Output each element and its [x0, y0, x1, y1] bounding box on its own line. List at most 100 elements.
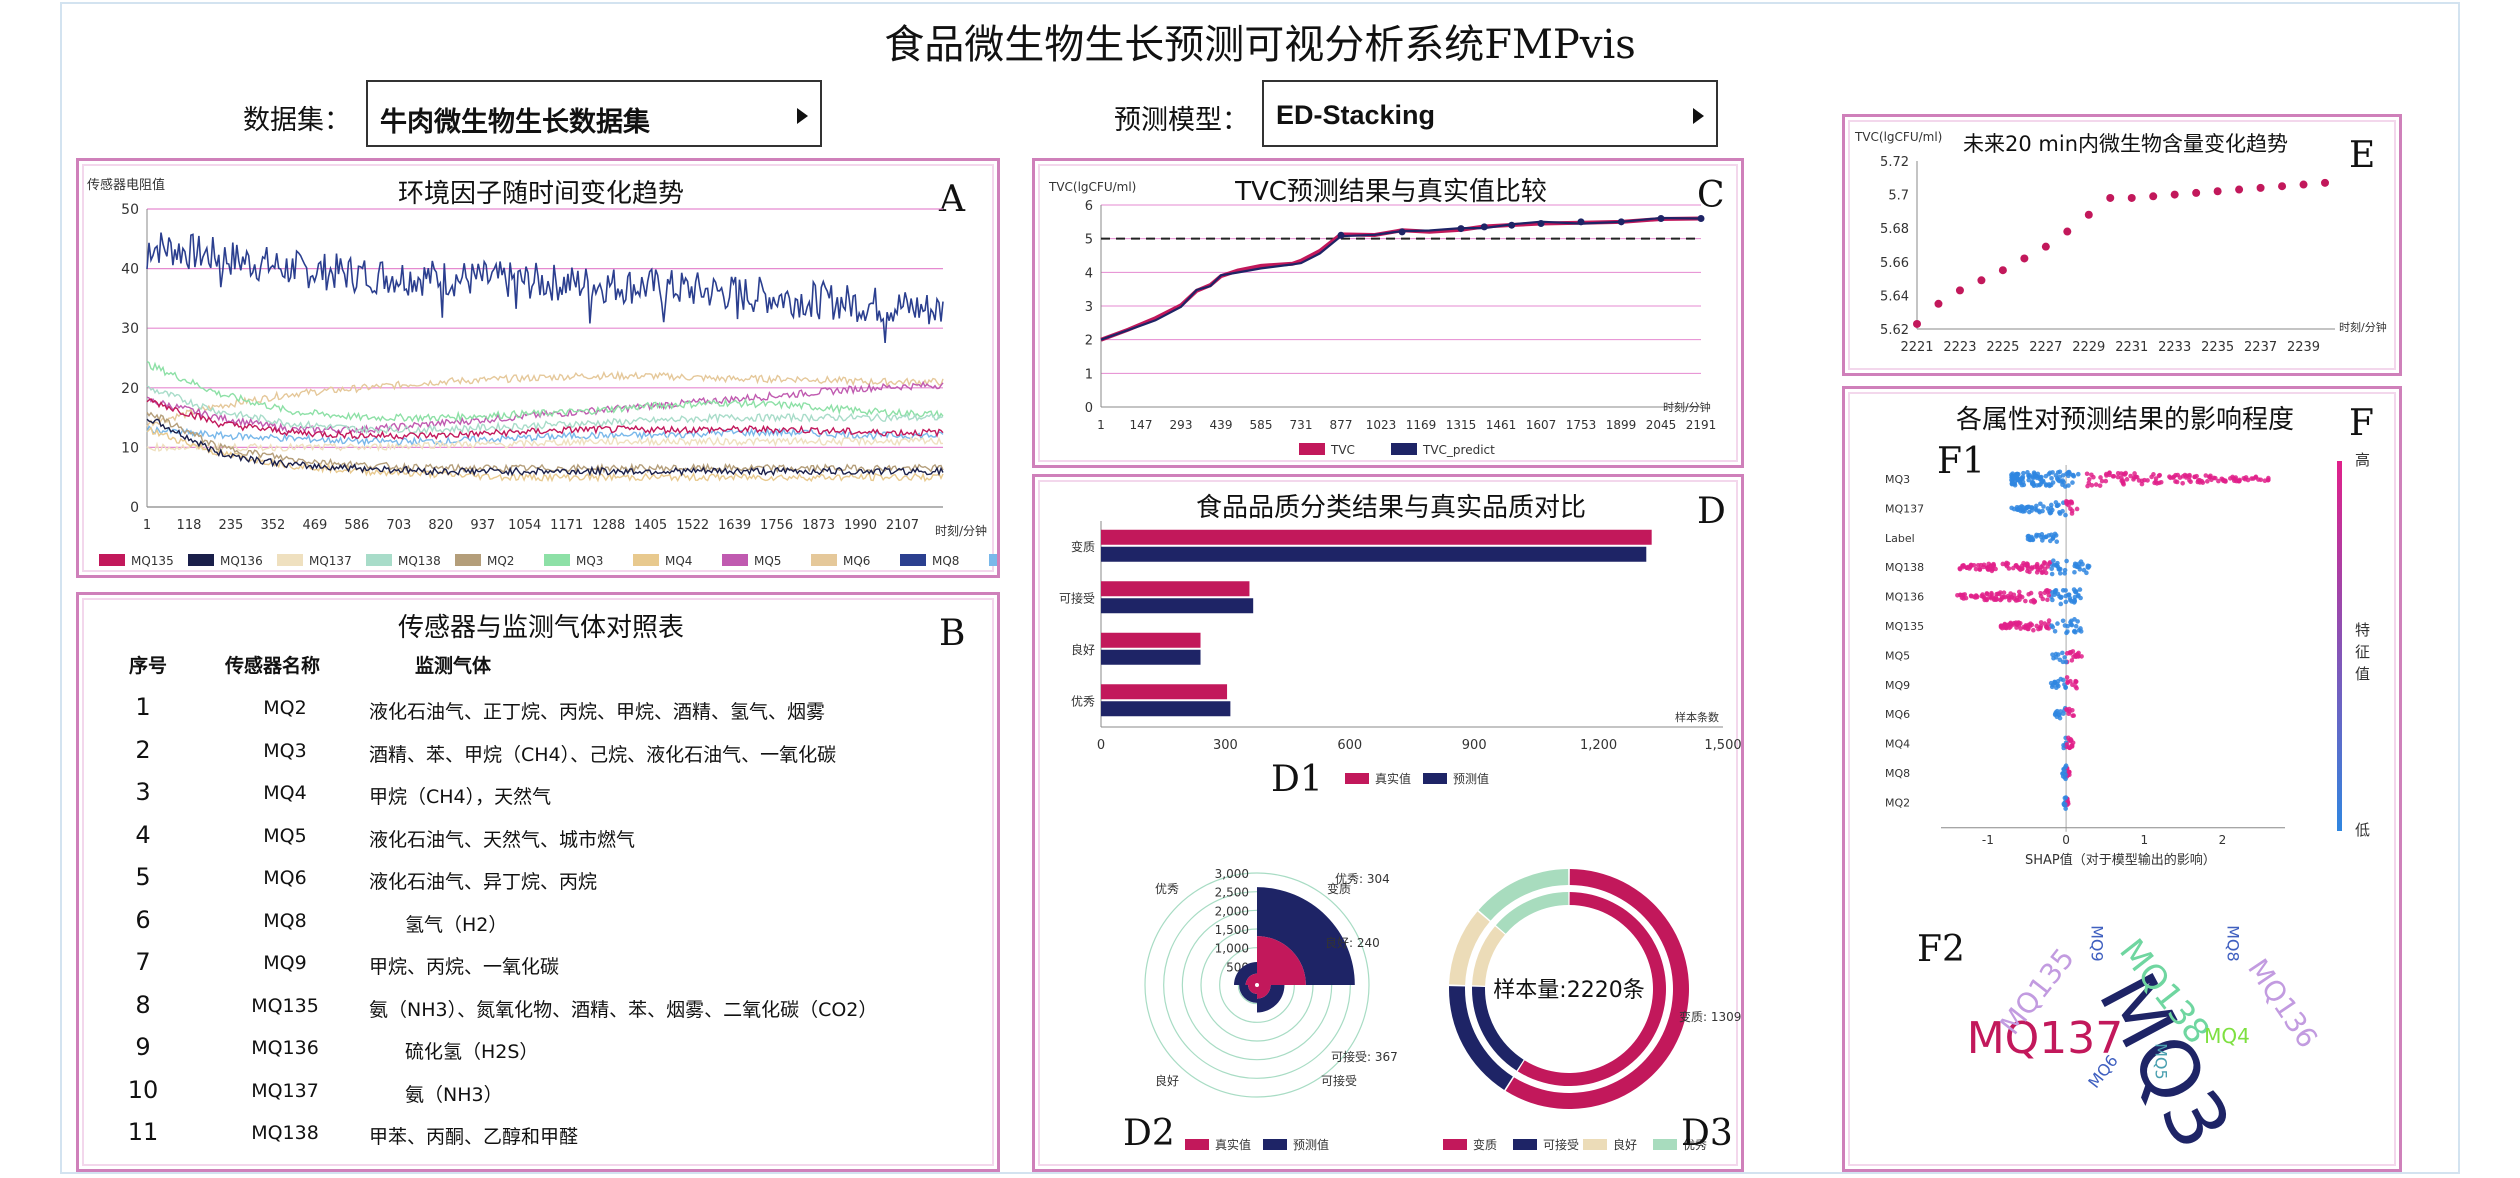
shap-point: [2010, 565, 2016, 571]
shap-point: [2062, 795, 2068, 801]
shap-point: [2058, 601, 2064, 607]
shap-point: [2121, 482, 2126, 487]
shap-point: [1999, 594, 2005, 600]
polar-bar-actual: [1257, 936, 1306, 985]
shap-point: [2025, 534, 2031, 539]
shap-point: [2064, 501, 2069, 507]
x-axis-label: 样本条数: [1675, 710, 1719, 724]
shap-point: [2072, 652, 2078, 658]
shap-point: [2056, 683, 2061, 689]
shap-point: [2103, 471, 2109, 477]
shap-point: [2099, 478, 2105, 484]
y-tick-label: 6: [1085, 199, 1093, 214]
dataset-select[interactable]: 牛肉微生物生长数据集: [366, 80, 822, 147]
y-tick-label: 40: [121, 262, 139, 278]
x-tick-label: 2239: [2287, 340, 2320, 355]
category-label: 可接受: [1059, 590, 1095, 605]
shap-point: [2038, 623, 2044, 629]
y-axis-label: TVC(lgCFU/ml): [1048, 180, 1136, 194]
scatter-point: [2041, 242, 2050, 251]
shap-point: [2052, 588, 2058, 594]
shap-point: [2089, 482, 2095, 488]
panel-e-future-trend: E TVC(lgCFU/ml) 未来20 min内微生物含量变化趋势 5.62 5.6…: [1842, 114, 2402, 376]
shap-point: [2068, 622, 2074, 627]
predict-point: [1480, 223, 1488, 231]
row-sensor: MQ8: [263, 909, 307, 932]
feature-label: MQ4: [1885, 738, 1910, 751]
shap-point: [2040, 596, 2046, 602]
row-index: 4: [135, 820, 151, 849]
x-tick-label: 1405: [634, 518, 667, 533]
shap-point: [2030, 537, 2035, 542]
word-mq4: MQ4: [2204, 1024, 2250, 1048]
row-index: 10: [127, 1075, 159, 1104]
shap-point: [2016, 589, 2022, 595]
shap-point: [2017, 620, 2023, 626]
shap-point: [2245, 477, 2251, 483]
x-axis-label: 时刻/分钟: [935, 523, 987, 538]
shap-point: [2064, 558, 2069, 564]
legend-label-mq2: MQ2: [487, 554, 514, 568]
colorbar-mid-label: 值: [2355, 665, 2370, 683]
shap-point: [2078, 629, 2084, 634]
shap-point: [2055, 621, 2060, 626]
shap-point: [2046, 618, 2052, 623]
y-tick-label: 3: [1085, 300, 1093, 315]
shap-point: [2001, 590, 2007, 595]
shap-point: [2019, 482, 2025, 488]
shap-point: [1973, 566, 1979, 572]
feature-label: MQ9: [1885, 679, 1910, 692]
x-tick-label: 2229: [2072, 340, 2105, 355]
scatter-point: [2192, 188, 2201, 197]
f1-label: F1: [1937, 441, 1985, 482]
row-sensor: MQ137: [251, 1079, 319, 1102]
panel-e-title: 未来20 min内微生物含量变化趋势: [1963, 132, 2288, 156]
bar-predicted: [1101, 546, 1647, 562]
x-tick-label: 1288: [592, 518, 625, 533]
shap-point: [1961, 563, 1966, 568]
shap-point: [2051, 558, 2056, 563]
x-tick-label: 900: [1462, 738, 1487, 753]
x-tick-label: 439: [1210, 418, 1233, 432]
shap-point: [2077, 587, 2083, 592]
predict-point: [1657, 214, 1665, 222]
shap-point: [2120, 478, 2126, 483]
shap-point: [2062, 567, 2068, 573]
polar-category-label: 可接受: [1321, 1073, 1357, 1088]
predict-point: [1508, 221, 1516, 229]
y-tick-label: 50: [121, 202, 139, 218]
legend-swatch-mq136: [188, 554, 214, 566]
series-line-tvc_predict: [1100, 216, 1702, 341]
shap-point: [2035, 567, 2041, 572]
d3-label: D3: [1681, 1113, 1733, 1154]
shap-point: [2067, 745, 2073, 751]
scatter-point: [2149, 192, 2158, 201]
shap-point: [2051, 655, 2056, 661]
shap-point: [2057, 469, 2063, 475]
scatter-point: [2020, 254, 2029, 263]
x-tick-label: 2221: [1900, 340, 1933, 355]
shap-point: [2026, 477, 2032, 483]
shap-point: [2067, 706, 2072, 712]
x-tick-label: 118: [177, 518, 202, 533]
shap-point: [2046, 471, 2052, 477]
shap-point: [2057, 571, 2063, 576]
row-gas: 氨（NH3）、氮氧化物、酒精、苯、烟雾、二氧化碳（CO2）: [369, 998, 878, 1021]
radius-tick-label: 3,000: [1215, 867, 1249, 881]
legend-swatch-tvc_predict: [1391, 443, 1417, 455]
shap-point: [2025, 565, 2031, 571]
shap-point: [2053, 562, 2059, 568]
shap-point: [2064, 742, 2070, 747]
legend-label-mq6: MQ6: [843, 554, 870, 568]
shap-point: [2057, 715, 2063, 721]
model-label: 预测模型：: [1114, 105, 1249, 136]
shap-point: [2038, 590, 2043, 596]
x-tick-label: 352: [260, 518, 285, 533]
shap-point: [2014, 505, 2020, 510]
scatter-point: [2321, 178, 2329, 187]
model-select[interactable]: ED-Stacking: [1262, 80, 1718, 147]
shap-point: [2039, 478, 2044, 484]
row-index: 1: [135, 693, 151, 721]
series-line-mq2: [146, 411, 944, 474]
x-tick-label: 1607: [1526, 418, 1557, 432]
